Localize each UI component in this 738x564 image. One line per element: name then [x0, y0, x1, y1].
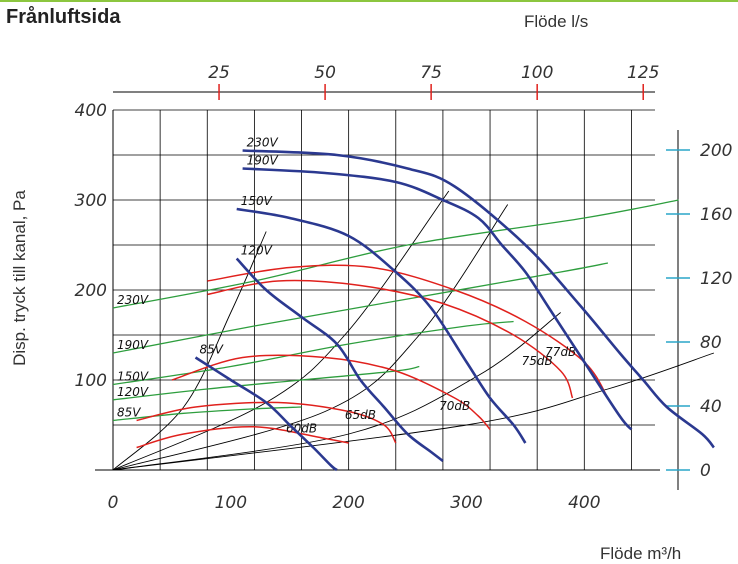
- top-tick-label: 50: [314, 63, 336, 83]
- voltage-line-label: 230V: [117, 293, 149, 307]
- system-curve: [112, 204, 509, 471]
- voltage-line-label: 190V: [117, 338, 149, 352]
- voltage-line: [112, 199, 679, 309]
- x-tick-label: 0: [108, 493, 119, 513]
- top-tick-label: 100: [521, 63, 553, 83]
- header-rule: [0, 0, 738, 2]
- sound-curve: [171, 354, 491, 430]
- sound-curve-label: 65dB: [345, 408, 376, 422]
- x-tick-label: 200: [332, 493, 364, 513]
- system-curve: [112, 190, 450, 471]
- y-tick-label: 100: [75, 371, 107, 391]
- fan-curve: [242, 167, 633, 431]
- fan-curve: [236, 207, 527, 444]
- sound-curve-label: 70dB: [439, 399, 470, 413]
- sound-curve: [207, 279, 574, 399]
- fan-curve: [194, 356, 338, 472]
- fan-curve: [242, 149, 715, 449]
- voltage-line: [112, 320, 514, 386]
- voltage-line-label: 85V: [117, 406, 141, 420]
- right-tick-label: 200: [700, 141, 732, 161]
- voltage-line-label: 150V: [117, 370, 149, 384]
- voltage-line: [112, 406, 302, 422]
- voltage-line: [112, 262, 609, 354]
- voltage-line: [112, 365, 420, 401]
- sound-curve: [207, 264, 609, 399]
- x-tick-label: 300: [450, 493, 482, 513]
- y-tick-label: 300: [75, 191, 107, 211]
- x-axis-label: Flöde m³/h: [600, 544, 682, 563]
- fan-curve-label: 230V: [247, 136, 279, 150]
- x-tick-label: 100: [215, 493, 247, 513]
- right-tick-label: 160: [700, 205, 732, 225]
- right-tick-label: 80: [700, 333, 722, 353]
- sound-curve-label: 77dB: [545, 345, 576, 359]
- right-tick-label: 40: [700, 397, 722, 417]
- page-title: Frånluftsida: [6, 6, 121, 28]
- top-tick-label: 25: [208, 63, 230, 83]
- top-tick-label: 125: [627, 63, 659, 83]
- system-curve: [112, 231, 267, 471]
- sound-curve: [136, 401, 397, 444]
- top-axis-label: Flöde l/s: [524, 12, 589, 31]
- x-tick-label: 400: [568, 493, 600, 513]
- right-tick-label: 0: [700, 461, 711, 481]
- fan-curve-label: 150V: [241, 194, 273, 208]
- fan-curve-label: 120V: [241, 244, 273, 258]
- sound-curve-label: 60dB: [286, 422, 317, 436]
- top-tick-label: 75: [420, 63, 442, 83]
- y-tick-label: 200: [75, 281, 107, 301]
- y-tick-label: 400: [75, 101, 107, 121]
- fan-curve: [235, 257, 444, 463]
- system-curve: [112, 312, 561, 471]
- right-tick-label: 120: [700, 269, 732, 289]
- voltage-line-label: 120V: [117, 385, 149, 399]
- fan-curve-label: 190V: [247, 154, 279, 168]
- fan-curve-label: 85V: [199, 343, 223, 357]
- sound-curve-label: 75dB: [522, 354, 553, 368]
- sound-curve: [136, 426, 349, 449]
